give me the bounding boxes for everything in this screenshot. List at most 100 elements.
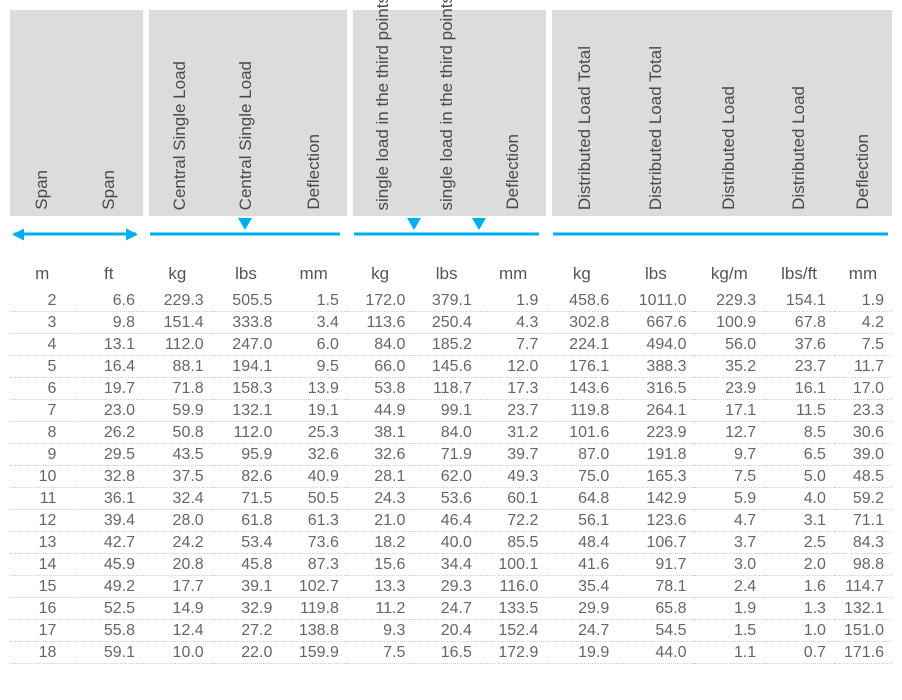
table-row: 516.488.1194.19.566.0145.612.0176.1388.3… xyxy=(10,356,892,378)
table-cell: 39.4 xyxy=(74,510,143,532)
table-cell: 9.5 xyxy=(280,356,347,378)
table-cell: 6.5 xyxy=(764,444,834,466)
table-cell: 84.0 xyxy=(413,422,480,444)
table-cell: 62.0 xyxy=(413,466,480,488)
table-cell: 4.2 xyxy=(834,312,892,334)
col-header: Distributed Load Total xyxy=(546,10,617,216)
table-cell: 5.0 xyxy=(764,466,834,488)
table-cell: 194.1 xyxy=(212,356,281,378)
col-header: Deflection xyxy=(834,10,892,216)
table-cell: 43.5 xyxy=(143,444,212,466)
col-header-label: Deflection xyxy=(304,128,324,216)
table-cell: 48.4 xyxy=(546,532,617,554)
table-cell: 388.3 xyxy=(617,356,694,378)
table-cell: 26.2 xyxy=(74,422,143,444)
table-cell: 32.9 xyxy=(212,598,281,620)
table-cell: 11 xyxy=(10,488,74,510)
table-cell: 61.8 xyxy=(212,510,281,532)
table-cell: 1.0 xyxy=(764,620,834,642)
col-header: Central Single Load xyxy=(143,10,212,216)
table-cell: 5.9 xyxy=(694,488,764,510)
table-row: 26.6229.3505.51.5172.0379.11.9458.61011.… xyxy=(10,290,892,312)
table-cell: 172.0 xyxy=(347,290,414,312)
table-cell: 4.3 xyxy=(480,312,547,334)
table-cell: 4 xyxy=(10,334,74,356)
table-cell: 32.6 xyxy=(280,444,347,466)
table-cell: 64.8 xyxy=(546,488,617,510)
table-cell: 3.7 xyxy=(694,532,764,554)
table-cell: 3.1 xyxy=(764,510,834,532)
table-cell: 458.6 xyxy=(546,290,617,312)
table-cell: 10 xyxy=(10,466,74,488)
table-cell: 494.0 xyxy=(617,334,694,356)
table-cell: 14.9 xyxy=(143,598,212,620)
table-cell: 87.0 xyxy=(546,444,617,466)
table-cell: 1.9 xyxy=(694,598,764,620)
table-row: 1859.110.022.0159.97.516.5172.919.944.01… xyxy=(10,642,892,664)
table-cell: 18.2 xyxy=(347,532,414,554)
table-cell: 112.0 xyxy=(212,422,281,444)
table-cell: 13.1 xyxy=(74,334,143,356)
table-cell: 24.7 xyxy=(546,620,617,642)
table-cell: 72.2 xyxy=(480,510,547,532)
table-cell: 23.7 xyxy=(764,356,834,378)
table-cell: 2.0 xyxy=(764,554,834,576)
table-cell: 247.0 xyxy=(212,334,281,356)
table-cell: 84.3 xyxy=(834,532,892,554)
table-cell: 28.1 xyxy=(347,466,414,488)
table-cell: 71.5 xyxy=(212,488,281,510)
table-cell: 101.6 xyxy=(546,422,617,444)
table-cell: 9.8 xyxy=(74,312,143,334)
table-cell: 171.6 xyxy=(834,642,892,664)
table-cell: 12.4 xyxy=(143,620,212,642)
table-cell: 116.0 xyxy=(480,576,547,598)
table-cell: 53.6 xyxy=(413,488,480,510)
col-header-label: Deflection xyxy=(503,128,523,216)
table-row: 39.8151.4333.83.4113.6250.44.3302.8667.6… xyxy=(10,312,892,334)
col-header: Distributed Load xyxy=(764,10,834,216)
table-cell: 7.5 xyxy=(694,466,764,488)
table-cell: 132.1 xyxy=(834,598,892,620)
table-cell: 1.9 xyxy=(834,290,892,312)
table-cell: 112.0 xyxy=(143,334,212,356)
table-cell: 145.6 xyxy=(413,356,480,378)
table-cell: 88.1 xyxy=(143,356,212,378)
table-cell: 39.1 xyxy=(212,576,281,598)
unit-label: kg xyxy=(546,252,617,290)
units-row: mftkglbsmmkglbsmmkglbskg/mlbs/ftmm xyxy=(10,252,892,290)
table-cell: 123.6 xyxy=(617,510,694,532)
col-header: Span xyxy=(74,10,143,216)
table-cell: 114.7 xyxy=(834,576,892,598)
table-cell: 6.0 xyxy=(280,334,347,356)
table-row: 1136.132.471.550.524.353.660.164.8142.95… xyxy=(10,488,892,510)
table-cell: 100.1 xyxy=(480,554,547,576)
table-cell: 3.0 xyxy=(694,554,764,576)
table-cell: 65.8 xyxy=(617,598,694,620)
load-table-wrap: SpanSpanCentral Single LoadCentral Singl… xyxy=(0,0,902,674)
table-cell: 302.8 xyxy=(546,312,617,334)
table-cell: 8.5 xyxy=(764,422,834,444)
table-cell: 1.5 xyxy=(280,290,347,312)
table-cell: 95.9 xyxy=(212,444,281,466)
table-cell: 113.6 xyxy=(347,312,414,334)
table-row: 1549.217.739.1102.713.329.3116.035.478.1… xyxy=(10,576,892,598)
table-cell: 45.9 xyxy=(74,554,143,576)
table-cell: 100.9 xyxy=(694,312,764,334)
table-cell: 24.7 xyxy=(413,598,480,620)
table-cell: 185.2 xyxy=(413,334,480,356)
table-cell: 316.5 xyxy=(617,378,694,400)
table-cell: 19.9 xyxy=(546,642,617,664)
table-cell: 24.2 xyxy=(143,532,212,554)
unit-label: mm xyxy=(480,252,547,290)
table-cell: 333.8 xyxy=(212,312,281,334)
table-cell: 17.7 xyxy=(143,576,212,598)
table-cell: 119.8 xyxy=(546,400,617,422)
table-cell: 44.9 xyxy=(347,400,414,422)
table-cell: 264.1 xyxy=(617,400,694,422)
table-cell: 7.7 xyxy=(480,334,547,356)
col-header-label: Central Single Load xyxy=(236,55,256,216)
table-cell: 1.1 xyxy=(694,642,764,664)
table-cell: 11.5 xyxy=(764,400,834,422)
data-body: 26.6229.3505.51.5172.0379.11.9458.61011.… xyxy=(10,290,892,664)
col-header-label: Span xyxy=(32,164,52,216)
